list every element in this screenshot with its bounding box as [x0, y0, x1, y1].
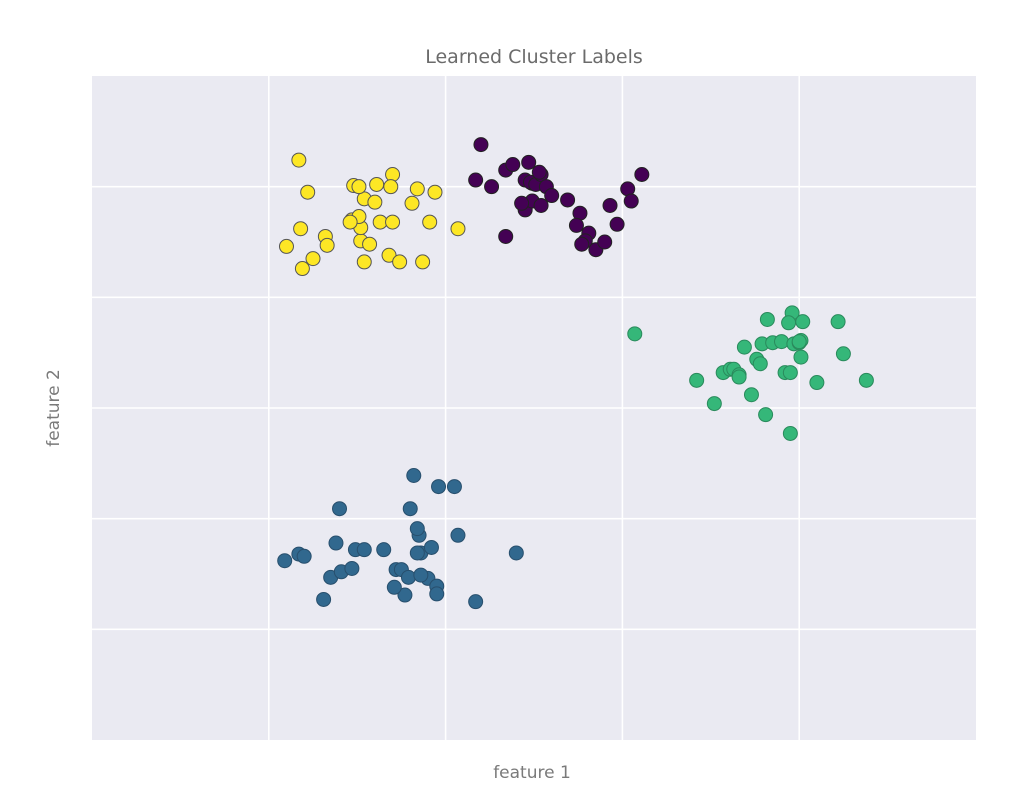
point-cluster-3-13 — [400, 569, 416, 585]
point-cluster-0-2 — [293, 221, 309, 237]
point-cluster-3-8 — [344, 560, 360, 576]
point-cluster-3-28 — [409, 545, 425, 561]
point-cluster-0-27 — [319, 237, 335, 253]
point-cluster-3-23 — [468, 594, 484, 610]
point-cluster-3-9 — [356, 542, 372, 558]
point-cluster-3-22 — [450, 527, 466, 543]
point-cluster-3-31 — [413, 567, 429, 583]
point-cluster-3-7 — [328, 535, 344, 551]
point-cluster-1-1 — [468, 172, 484, 188]
point-cluster-3-10 — [376, 542, 392, 558]
point-cluster-1-20 — [634, 166, 650, 182]
x-axis-label: feature 1 — [493, 763, 571, 783]
point-cluster-0-19 — [427, 184, 443, 200]
point-cluster-0-25 — [381, 247, 397, 263]
point-cluster-2-26 — [782, 365, 798, 381]
point-cluster-3-30 — [446, 479, 462, 495]
point-cluster-1-27 — [498, 228, 514, 244]
point-cluster-2-11 — [759, 311, 775, 327]
point-cluster-0-5 — [305, 251, 321, 267]
point-cluster-1-22 — [609, 216, 625, 232]
point-cluster-1-2 — [484, 179, 500, 195]
point-cluster-1-31 — [533, 197, 549, 213]
point-cluster-2-22 — [809, 375, 825, 391]
point-cluster-1-23 — [597, 234, 613, 250]
point-cluster-0-31 — [351, 179, 367, 195]
point-cluster-0-18 — [422, 214, 438, 230]
point-cluster-0-29 — [450, 221, 466, 237]
point-cluster-2-8 — [743, 387, 759, 403]
point-cluster-1-4 — [505, 157, 521, 173]
point-cluster-3-19 — [423, 539, 439, 555]
point-cluster-2-1 — [689, 372, 705, 388]
y-axis-label: feature 2 — [44, 369, 64, 447]
point-cluster-2-17 — [781, 315, 797, 331]
point-cluster-0-17 — [404, 195, 420, 211]
data-points — [277, 137, 874, 610]
point-cluster-0-0 — [291, 152, 307, 168]
point-cluster-2-21 — [795, 314, 811, 330]
point-cluster-2-29 — [752, 356, 768, 372]
point-cluster-2-30 — [758, 407, 774, 423]
point-cluster-3-16 — [397, 587, 413, 603]
point-cluster-3-29 — [406, 468, 422, 484]
point-cluster-2-27 — [731, 369, 747, 385]
point-cluster-0-26 — [415, 254, 431, 270]
point-cluster-0-21 — [356, 254, 372, 270]
point-cluster-0-12 — [367, 194, 383, 210]
point-cluster-1-24 — [568, 217, 584, 233]
point-cluster-1-18 — [602, 197, 618, 213]
point-cluster-2-24 — [835, 346, 851, 362]
point-cluster-3-18 — [409, 521, 425, 537]
point-cluster-2-2 — [706, 396, 722, 412]
point-cluster-1-13 — [544, 188, 560, 204]
point-cluster-2-0 — [627, 326, 643, 342]
point-cluster-2-7 — [736, 339, 752, 355]
point-cluster-3-24 — [402, 501, 418, 517]
point-cluster-3-2 — [296, 548, 312, 564]
point-cluster-0-14 — [383, 179, 399, 195]
point-cluster-3-27 — [386, 579, 402, 595]
point-cluster-0-1 — [300, 184, 316, 200]
point-cluster-1-26 — [574, 236, 590, 252]
point-cluster-1-14 — [560, 192, 576, 208]
point-cluster-1-8 — [521, 154, 537, 170]
point-cluster-0-15 — [369, 176, 385, 192]
point-cluster-1-11 — [531, 164, 547, 180]
point-cluster-3-3 — [316, 591, 332, 607]
point-cluster-0-4 — [294, 261, 310, 277]
point-cluster-2-19 — [793, 349, 809, 365]
point-cluster-0-3 — [278, 238, 294, 254]
point-cluster-3-26 — [332, 501, 348, 517]
point-cluster-0-22 — [362, 236, 378, 252]
point-cluster-0-23 — [342, 214, 358, 230]
point-cluster-0-16 — [385, 214, 401, 230]
point-cluster-1-21 — [623, 193, 639, 209]
point-cluster-3-0 — [277, 553, 293, 569]
point-cluster-0-28 — [392, 254, 408, 270]
point-cluster-2-28 — [791, 334, 807, 350]
point-cluster-2-25 — [858, 372, 874, 388]
point-cluster-1-30 — [514, 195, 530, 211]
point-cluster-3-21 — [429, 586, 445, 602]
point-cluster-2-31 — [782, 425, 798, 441]
point-cluster-1-0 — [473, 137, 489, 153]
point-cluster-3-25 — [431, 479, 447, 495]
point-cluster-2-13 — [774, 334, 790, 350]
point-cluster-0-20 — [409, 181, 425, 197]
point-cluster-2-23 — [830, 314, 846, 330]
chart-title: Learned Cluster Labels — [425, 46, 643, 68]
point-cluster-3-32 — [508, 545, 524, 561]
